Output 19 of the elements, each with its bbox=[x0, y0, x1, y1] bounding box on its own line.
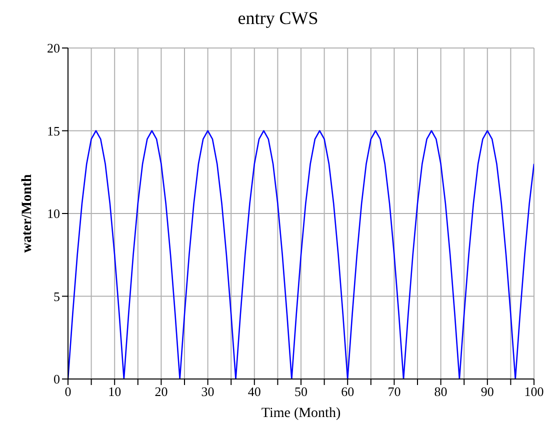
y-tick-label: 5 bbox=[54, 288, 60, 304]
x-tick-label: 100 bbox=[524, 384, 544, 400]
x-tick-label: 80 bbox=[434, 384, 448, 400]
y-axis-title: water/Month bbox=[20, 174, 35, 253]
y-tick-label: 15 bbox=[47, 123, 60, 138]
x-tick-label: 70 bbox=[388, 384, 401, 400]
x-tick-label: 10 bbox=[108, 384, 122, 400]
x-tick-label: 60 bbox=[341, 384, 354, 400]
x-tick-label: 40 bbox=[248, 384, 261, 400]
chart-title: entry CWS bbox=[236, 8, 320, 30]
x-tick-label: 50 bbox=[294, 384, 308, 400]
x-tick-label: 30 bbox=[201, 384, 214, 400]
x-tick-label: 90 bbox=[480, 384, 494, 400]
x-tick-label: 0 bbox=[64, 384, 72, 400]
y-tick-label: 0 bbox=[54, 372, 60, 387]
y-tick-label: 10 bbox=[47, 206, 60, 222]
y-tick-label: 20 bbox=[47, 40, 60, 56]
x-axis-title: Time (Month) bbox=[261, 406, 341, 421]
x-tick-label: 20 bbox=[154, 384, 168, 400]
